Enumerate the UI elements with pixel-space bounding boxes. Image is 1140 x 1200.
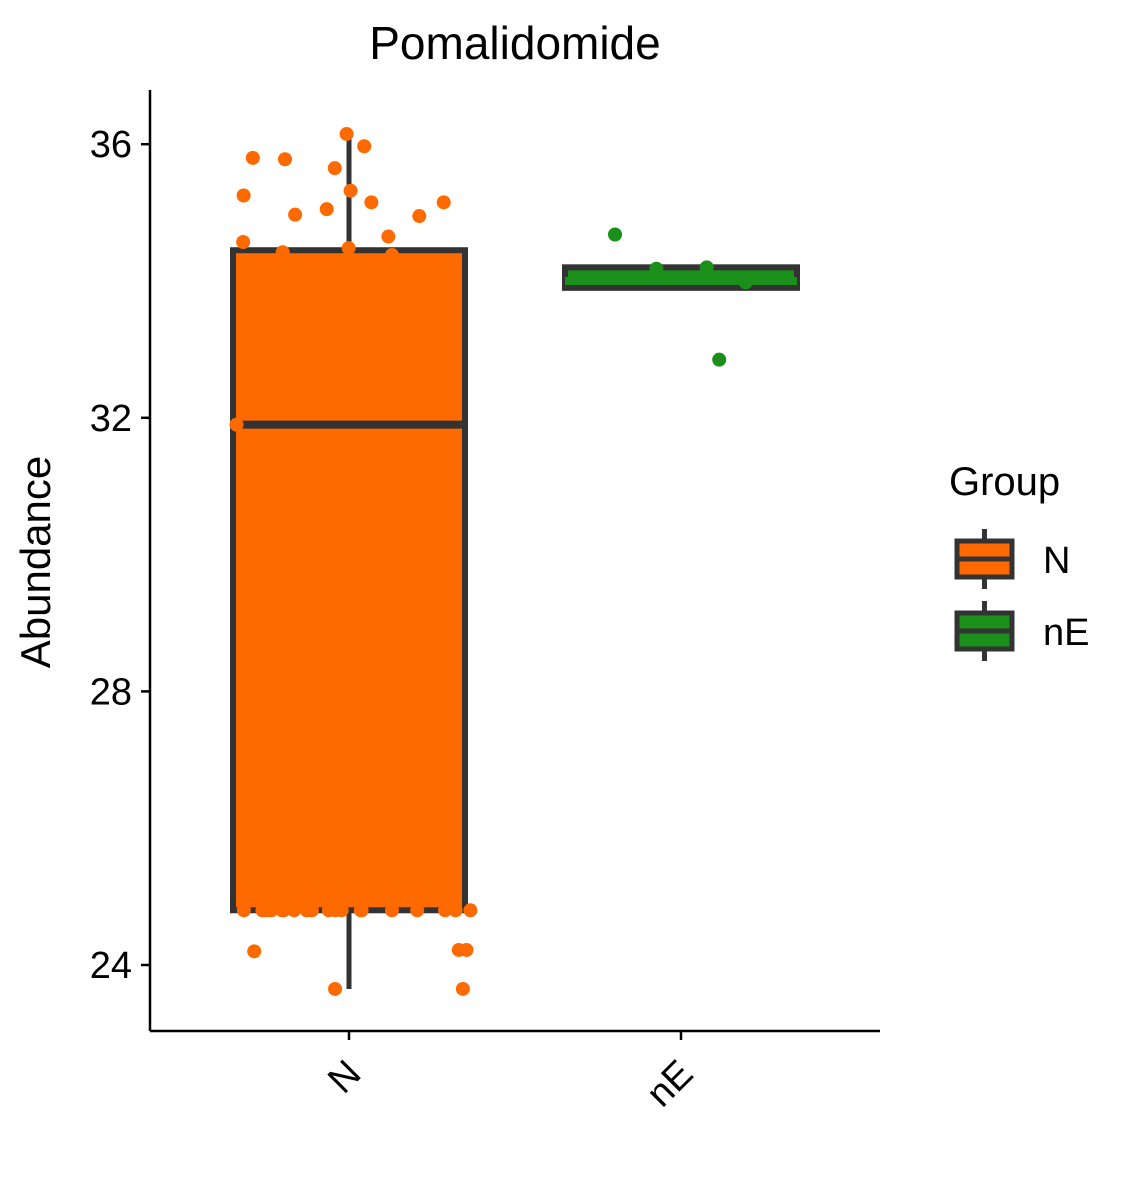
legend-items: NnE xyxy=(954,529,1089,661)
y-tick-label: 36 xyxy=(90,124,132,166)
data-point-N xyxy=(236,188,251,203)
data-point-N xyxy=(229,417,244,432)
legend-item-nE: nE xyxy=(954,601,1089,661)
data-point-N xyxy=(339,126,354,141)
data-point-nE xyxy=(712,352,727,367)
data-point-N xyxy=(276,903,291,918)
data-point-N xyxy=(245,150,260,165)
legend-title: Group xyxy=(949,460,1060,504)
data-point-N xyxy=(328,981,343,996)
data-point-N xyxy=(255,903,270,918)
data-point-N xyxy=(277,152,292,167)
data-point-N xyxy=(410,903,425,918)
x-tick-label: nE xyxy=(639,1053,702,1116)
data-point-N xyxy=(381,229,396,244)
data-point-N xyxy=(353,903,368,918)
data-point-N xyxy=(304,903,319,918)
data-point-nE xyxy=(738,275,753,290)
data-point-N xyxy=(364,195,379,210)
data-point-N xyxy=(357,139,372,154)
data-point-N xyxy=(341,241,356,256)
data-point-N xyxy=(338,256,353,271)
data-point-N xyxy=(463,903,478,918)
x-tick-label: N xyxy=(320,1053,369,1102)
legend: Group NnE xyxy=(949,460,1089,661)
boxes-layer xyxy=(230,133,800,989)
box-N xyxy=(230,133,468,989)
box-nE xyxy=(562,264,800,291)
data-point-N xyxy=(412,209,427,224)
data-point-N xyxy=(288,207,303,222)
data-point-nE xyxy=(608,227,623,242)
data-point-N xyxy=(236,235,251,250)
data-point-N xyxy=(357,254,372,269)
data-point-N xyxy=(384,248,399,263)
data-point-nE xyxy=(649,261,664,276)
data-point-N xyxy=(455,981,470,996)
data-point-N xyxy=(327,161,342,176)
legend-label: nE xyxy=(1043,612,1089,654)
data-point-nE xyxy=(699,260,714,275)
data-point-N xyxy=(247,944,262,959)
data-point-N xyxy=(319,202,334,217)
y-axis-title: Abundance xyxy=(12,456,59,669)
points-layer xyxy=(229,126,753,996)
chart-title: Pomalidomide xyxy=(369,17,660,69)
legend-label: N xyxy=(1043,540,1070,582)
data-point-N xyxy=(438,903,453,918)
axes-layer: 24 28 32 36 N nE xyxy=(90,90,880,1115)
data-point-N xyxy=(384,903,399,918)
y-tick-label: 24 xyxy=(90,945,132,987)
data-point-N xyxy=(275,245,290,260)
data-point-N xyxy=(436,195,451,210)
data-point-N xyxy=(459,942,474,957)
legend-item-N: N xyxy=(954,529,1070,589)
data-point-N xyxy=(287,903,302,918)
data-point-N xyxy=(261,311,276,326)
box-body xyxy=(230,247,468,914)
y-tick-label: 32 xyxy=(90,398,132,440)
data-point-N xyxy=(256,253,271,268)
y-tick-label: 28 xyxy=(90,671,132,713)
data-point-N xyxy=(236,903,251,918)
data-point-N xyxy=(343,183,358,198)
data-point-N xyxy=(448,903,463,918)
data-point-N xyxy=(334,903,349,918)
